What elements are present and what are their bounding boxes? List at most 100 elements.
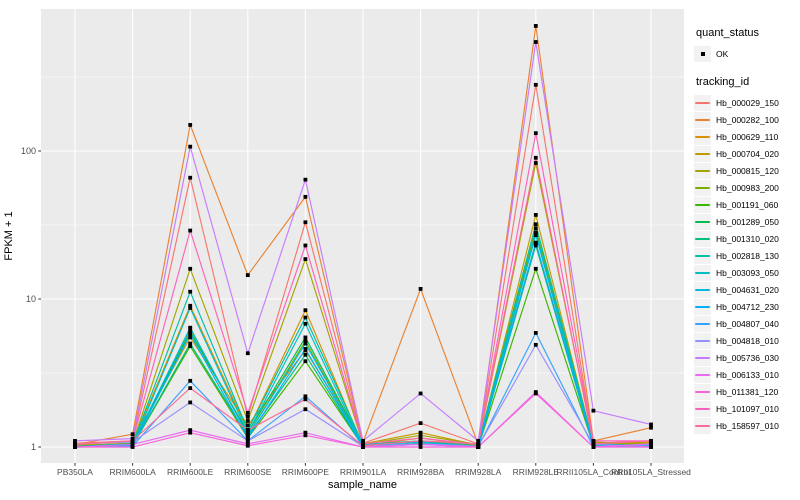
x-tick-label-RRIM600LA: RRIM600LA xyxy=(109,467,156,477)
data-point xyxy=(245,414,250,419)
data-point xyxy=(188,123,193,127)
legend-item-label: Hb_000029_150 xyxy=(716,97,779,108)
legend-line-swatch xyxy=(695,424,710,427)
legend-gap xyxy=(694,62,800,76)
data-point xyxy=(188,144,193,149)
legend-key-box xyxy=(694,349,711,366)
legend-line-swatch xyxy=(695,254,710,257)
legend-item-label: Hb_000282_100 xyxy=(716,114,779,125)
data-point xyxy=(303,430,308,435)
data-point xyxy=(533,131,538,136)
data-point xyxy=(303,177,308,182)
data-point xyxy=(591,408,596,413)
legend-key-box xyxy=(694,128,711,145)
legend-key-box xyxy=(694,45,711,62)
legend-key-box xyxy=(694,145,711,162)
legend-item-label: Hb_000815_120 xyxy=(716,165,779,176)
data-point xyxy=(73,445,77,449)
legend-item-Hb_011381_120: Hb_011381_120 xyxy=(694,383,800,400)
data-point xyxy=(476,441,481,446)
data-point xyxy=(303,308,308,313)
data-point xyxy=(649,441,653,446)
data-point xyxy=(245,423,250,428)
data-point xyxy=(188,228,193,233)
data-point xyxy=(130,438,135,443)
legend-tracking-entries: Hb_000029_150 Hb_000282_100 Hb_000629_110 H… xyxy=(694,94,800,434)
data-point xyxy=(188,335,193,340)
data-point xyxy=(188,378,193,383)
legend-item-label: Hb_004631_020 xyxy=(716,284,779,295)
data-point xyxy=(188,303,193,308)
legend-item-label: Hb_001310_020 xyxy=(716,233,779,244)
legend-line-swatch xyxy=(695,152,710,155)
legend-item-label: Hb_006133_010 xyxy=(716,369,779,380)
data-point xyxy=(649,438,653,443)
data-point xyxy=(591,445,596,449)
legend-item-Hb_000629_110: Hb_000629_110 xyxy=(694,128,800,145)
data-point xyxy=(188,341,193,346)
y-tick-label: 1 xyxy=(31,442,36,452)
data-point xyxy=(303,352,308,357)
legend-item-Hb_004712_230: Hb_004712_230 xyxy=(694,298,800,315)
x-axis-title: sample_name xyxy=(327,479,398,491)
data-point xyxy=(303,341,308,346)
legend-line-swatch xyxy=(695,288,710,291)
data-point xyxy=(591,438,596,443)
legend-item-label: Hb_000704_020 xyxy=(716,148,779,159)
y-axis-title: FPKM + 1 xyxy=(3,211,15,261)
legend-title-tracking-id: tracking_id xyxy=(696,76,750,88)
legend-line-swatch xyxy=(695,407,710,410)
legend-item-Hb_001289_050: Hb_001289_050 xyxy=(694,213,800,230)
y-tick-label: 10 xyxy=(26,294,36,304)
legend-item-label: Hb_001191_060 xyxy=(716,199,779,210)
data-point xyxy=(245,443,250,448)
data-point xyxy=(303,257,308,262)
x-tick-label-RRIM928LA: RRIM928LA xyxy=(455,467,502,477)
data-point xyxy=(303,321,308,326)
legend-line-swatch xyxy=(695,186,710,189)
data-point xyxy=(245,438,250,443)
data-point xyxy=(130,432,135,437)
data-point xyxy=(188,266,193,271)
data-point xyxy=(418,442,423,447)
data-point xyxy=(188,329,193,334)
data-point xyxy=(649,422,653,427)
legend-key-box xyxy=(694,247,711,264)
data-point xyxy=(533,40,538,44)
data-point xyxy=(73,438,77,443)
data-point xyxy=(303,335,308,340)
data-point xyxy=(418,445,423,449)
legend-item-Hb_000983_200: Hb_000983_200 xyxy=(694,179,800,196)
x-tick-label-RRIM901LA: RRIM901LA xyxy=(340,467,387,477)
legend-item-label: Hb_003093_050 xyxy=(716,267,779,278)
data-point xyxy=(303,407,308,412)
legend-item-label: Hb_000983_200 xyxy=(716,182,779,193)
legend-key-box xyxy=(694,94,711,111)
data-point xyxy=(361,438,365,443)
legend-line-swatch xyxy=(695,271,710,274)
x-tick-label-RRIM928LE: RRIM928LE xyxy=(513,467,560,477)
data-point xyxy=(533,222,538,227)
legend-item-Hb_158597_010: Hb_158597_010 xyxy=(694,417,800,434)
data-point xyxy=(188,306,193,310)
data-point xyxy=(476,438,481,443)
legend-item-label: Hb_000629_110 xyxy=(716,131,779,142)
data-point xyxy=(188,332,193,336)
legend-item-label: Hb_004807_040 xyxy=(716,318,779,329)
data-point xyxy=(533,391,538,396)
legend-item-Hb_004818_010: Hb_004818_010 xyxy=(694,332,800,349)
data-point xyxy=(533,240,538,245)
data-point xyxy=(303,359,308,364)
data-point xyxy=(245,351,250,356)
data-point xyxy=(303,243,308,248)
legend-key-box xyxy=(694,383,711,400)
legend-line-swatch xyxy=(695,118,710,121)
legend-line-swatch xyxy=(695,356,710,359)
legend-item-label: Hb_004712_230 xyxy=(716,301,779,312)
data-point xyxy=(245,273,250,278)
data-point xyxy=(591,441,596,446)
data-point xyxy=(303,339,308,343)
legend-key-box xyxy=(694,417,711,434)
data-point xyxy=(418,438,423,443)
